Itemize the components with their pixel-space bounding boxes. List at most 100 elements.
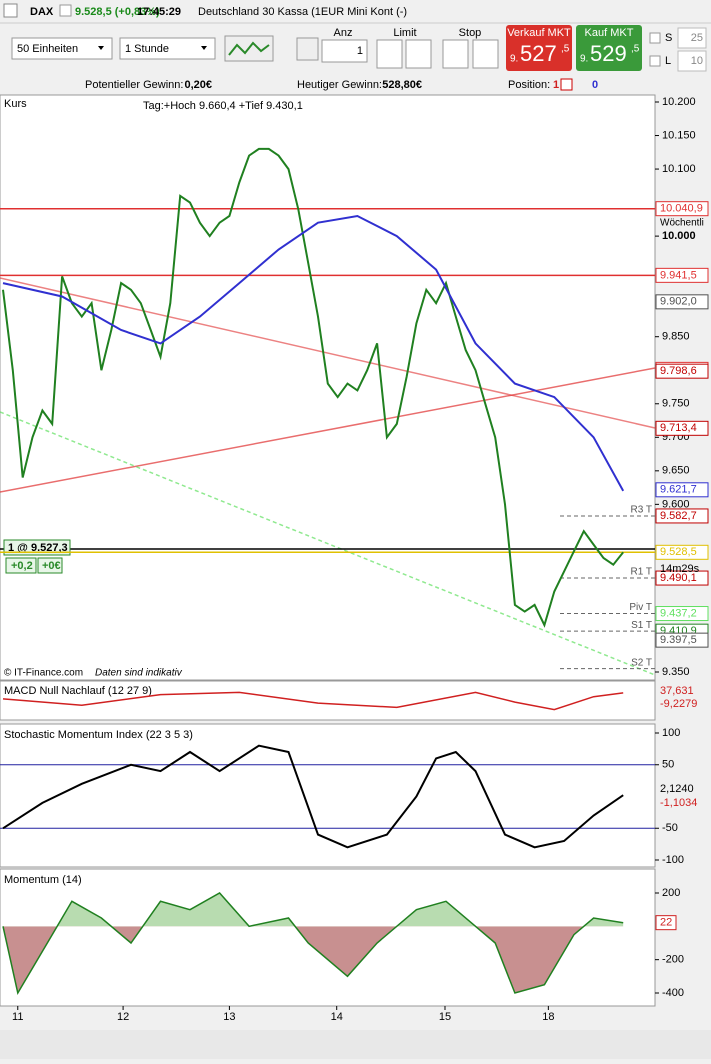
level-label: 9.397,5 [660, 634, 697, 646]
stop-label: Stop [459, 27, 482, 39]
x-tick-label: 12 [117, 1011, 129, 1023]
panel-title: Momentum (14) [4, 874, 82, 886]
level-box [655, 363, 709, 379]
level-box [655, 201, 709, 217]
series-line [2, 892, 624, 996]
x-tick-label: 13 [223, 1011, 235, 1023]
pivot-label: R3 T [631, 505, 653, 516]
menu-icon[interactable] [3, 3, 18, 18]
x-tick-label: 18 [542, 1011, 554, 1023]
interval: 1 Stunde [125, 43, 169, 55]
level-label: 9.902,0 [660, 296, 697, 308]
pivot-label: S2 T [631, 657, 652, 668]
countdown: 14m29s [660, 563, 700, 575]
l-label: L [665, 55, 671, 67]
y-tick-label: -100 [662, 854, 684, 866]
level-label: 9.490,1 [660, 572, 697, 584]
interval-dropdown[interactable] [119, 37, 216, 60]
anz-value: 1 [357, 45, 363, 57]
trend-line [0, 367, 656, 493]
l-checkbox[interactable] [649, 55, 661, 67]
stop-buy-button[interactable] [442, 39, 469, 69]
level-box [655, 420, 709, 436]
y-tick-label: 10.200 [662, 96, 696, 108]
y-tick-label: 9.850 [662, 331, 690, 343]
level-box [655, 570, 709, 586]
s-input[interactable] [677, 27, 707, 49]
level-label: 9.798,6 [660, 365, 697, 377]
order-label: 1 @ 9.527,3 [8, 542, 68, 554]
y-tick-label: -50 [662, 822, 678, 834]
position-value: 1 [553, 79, 559, 91]
limit-label: Limit [393, 27, 416, 39]
plot: 10.20010.15010.10010.0009.8509.7509.7009… [0, 96, 709, 1023]
settings-button[interactable] [296, 37, 319, 61]
level-label: 10.040,9 [660, 203, 703, 215]
momentum-area-positive [3, 893, 624, 927]
quote: 9.528,5 (+0,83%) [75, 6, 160, 18]
symbol: DAX [30, 6, 54, 18]
s-value: 25 [691, 32, 703, 44]
limit-sell-button[interactable] [405, 39, 432, 69]
sell-pre: 9. [510, 54, 518, 65]
s-label: S [665, 32, 672, 44]
y-tick-label: 10.100 [662, 163, 696, 175]
l-value: 10 [691, 55, 703, 67]
time: 17:45:29 [137, 6, 181, 18]
macd-panel [0, 680, 656, 721]
sell-button[interactable] [506, 25, 572, 71]
y-tick-label: 9.350 [662, 666, 690, 678]
series-line [2, 744, 624, 849]
pivot-label: S1 T [631, 620, 652, 631]
series-line [2, 691, 624, 711]
buy-main: 529 [590, 41, 627, 66]
value-label: -9,2279 [660, 698, 697, 710]
position-zero: 0 [592, 79, 598, 91]
stop-sell-button[interactable] [472, 39, 499, 69]
disclaimer: Daten sind indikativ [95, 668, 183, 679]
day-info: Tag:+Hoch 9.660,4 +Tief 9.430,1 [143, 100, 303, 112]
level-label: 9.713,4 [660, 422, 697, 434]
today-label: Heutiger Gewinn: [297, 79, 382, 91]
level-box [655, 482, 709, 498]
checkbox[interactable] [59, 4, 72, 17]
value-label: 37,631 [660, 685, 694, 697]
x-tick-label: 11 [12, 1011, 23, 1023]
close-position[interactable] [560, 78, 573, 91]
buy-post: ,5 [631, 44, 640, 55]
y-tick-label: 10.150 [662, 129, 696, 141]
limit-buy-button[interactable] [376, 39, 403, 69]
s-checkbox[interactable] [649, 32, 661, 44]
x-tick-label: 15 [439, 1011, 451, 1023]
y-tick-label: 9.650 [662, 465, 690, 477]
units-dropdown[interactable] [11, 37, 113, 60]
y-tick-label: 50 [662, 759, 674, 771]
value-label: -1,1034 [660, 797, 697, 809]
level-label: 9.437,2 [660, 607, 697, 619]
order-box[interactable] [3, 539, 71, 556]
buy-pre: 9. [580, 54, 588, 65]
level-label: 9.621,7 [660, 484, 697, 496]
series-line [2, 147, 624, 628]
l-input[interactable] [677, 50, 707, 72]
y-tick-label: 9.750 [662, 398, 690, 410]
panel-title: Stochastic Momentum Index (22 3 5 3) [4, 729, 193, 741]
sell-label: Verkauf MKT [507, 27, 571, 39]
panel-title: MACD Null Nachlauf (12 27 9) [4, 685, 152, 697]
dropdown-arrow [201, 46, 207, 50]
dropdown-arrow [98, 46, 104, 50]
y-tick-label: -400 [662, 987, 684, 999]
trend-line [0, 277, 656, 429]
anz-input[interactable] [321, 39, 368, 63]
level-box [655, 606, 709, 622]
level-box [655, 294, 709, 310]
potential-value: 0,20€ [184, 79, 212, 91]
pivot-label: R1 T [631, 567, 653, 578]
level-box [655, 267, 709, 283]
level-box [655, 544, 709, 560]
buy-button[interactable] [576, 25, 642, 71]
sell-post: ,5 [561, 44, 570, 55]
buy-label: Kauf MKT [585, 27, 634, 39]
sell-main: 527 [520, 41, 557, 66]
level-box [655, 508, 709, 524]
